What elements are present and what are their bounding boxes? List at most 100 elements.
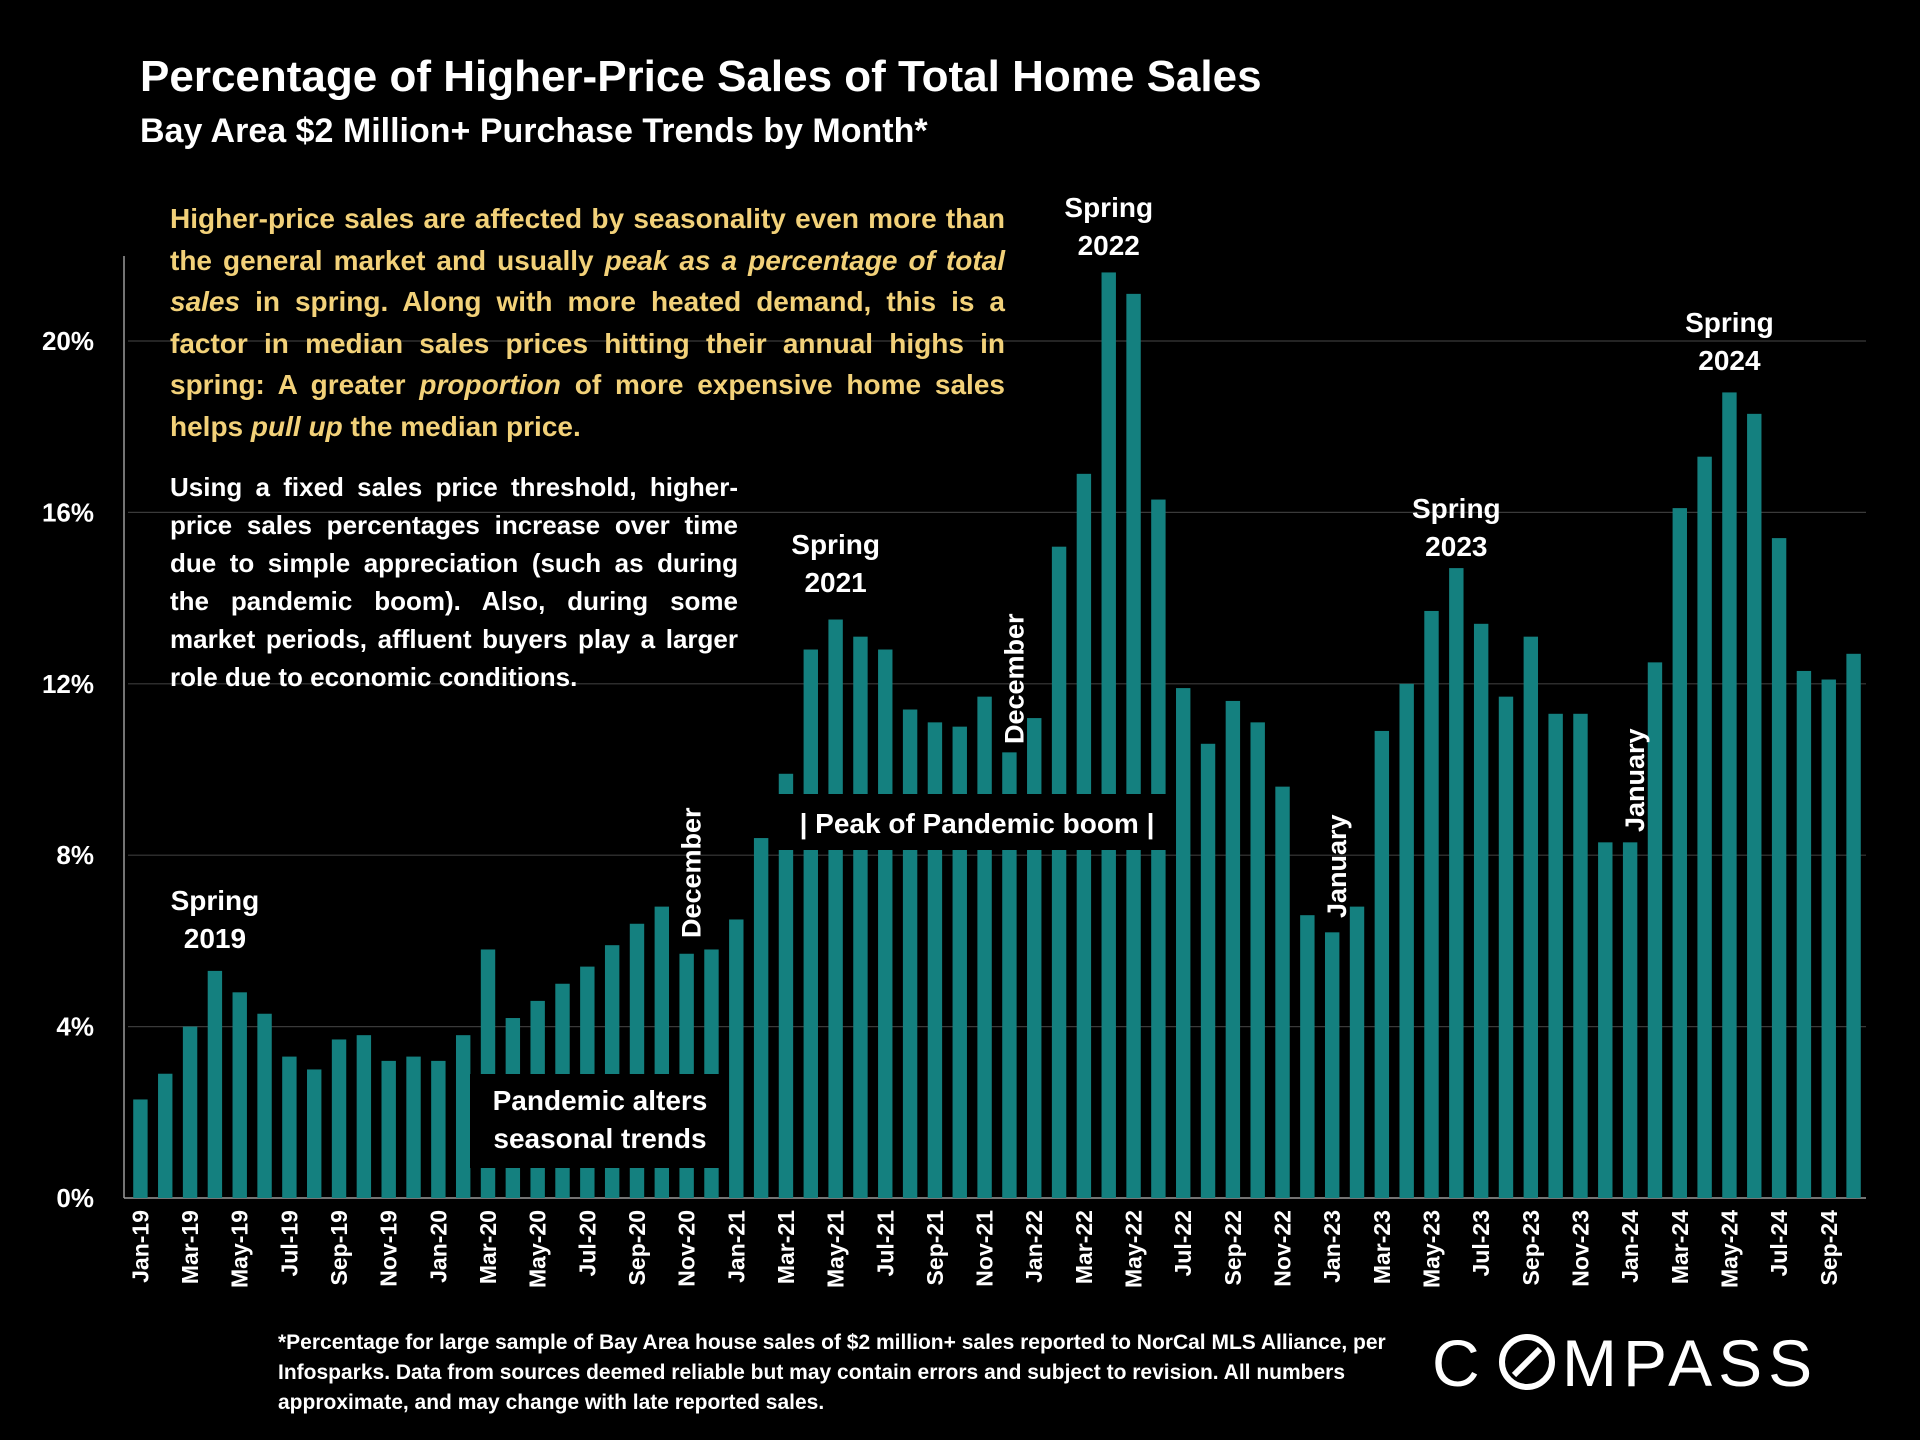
bar [1722, 392, 1737, 1198]
x-tick-label: Sep-21 [922, 1210, 948, 1286]
annotation-january-2023: January [1322, 814, 1352, 918]
bar [282, 1056, 297, 1198]
note-emphasis: peak as a percentage of total sales [170, 244, 1006, 318]
x-tick-label: Jul-19 [276, 1210, 302, 1276]
svg-text:MPASS: MPASS [1562, 1326, 1818, 1400]
bar [356, 1035, 372, 1198]
bar [803, 649, 818, 1198]
seasonality-note: Higher-price sales are affected by seaso… [170, 198, 1005, 448]
bar [431, 1060, 446, 1198]
chart-subtitle: Bay Area $2 Million+ Purchase Trends by … [140, 112, 928, 150]
bar [331, 1039, 347, 1198]
note-text: the median price. [342, 410, 581, 442]
x-tick-label: Jul-23 [1468, 1210, 1494, 1276]
x-tick-label: Mar-22 [1071, 1210, 1097, 1284]
compass-logo: C MPASS [1432, 1326, 1818, 1400]
bar [1523, 636, 1539, 1198]
bar [207, 970, 223, 1198]
x-tick-label: May-22 [1121, 1210, 1147, 1288]
x-tick-label: May-24 [1716, 1210, 1742, 1288]
bar [1250, 722, 1265, 1198]
note-emphasis: proportion [419, 369, 561, 401]
bar [307, 1069, 322, 1198]
x-tick-label: Jan-19 [127, 1210, 153, 1283]
bar [1821, 679, 1836, 1198]
bar [1349, 906, 1365, 1198]
bar [1324, 932, 1340, 1198]
annotation-spring-2024-line: 2024 [1698, 345, 1761, 376]
bars [133, 272, 1861, 1199]
x-tick-label: Jul-21 [872, 1210, 898, 1277]
y-tick-label: 4% [56, 1012, 94, 1042]
bar [1598, 842, 1613, 1198]
svg-text:C: C [1432, 1326, 1486, 1400]
x-tick-label: May-23 [1419, 1210, 1445, 1288]
annotation-december-2021: December [999, 613, 1029, 744]
annotation-spring-2022-line: Spring [1064, 192, 1153, 223]
bar [1846, 653, 1861, 1198]
bar [1176, 688, 1191, 1198]
x-tick-label: Mar-19 [177, 1210, 203, 1284]
bar [878, 649, 893, 1198]
x-tick-label: Jul-24 [1766, 1210, 1792, 1277]
annotation-spring-2021-line: Spring [791, 529, 880, 560]
x-tick-label: Sep-22 [1220, 1210, 1246, 1285]
annotation-january-2024: January [1620, 728, 1650, 832]
bar [1548, 713, 1563, 1198]
x-tick-label: Jan-24 [1617, 1210, 1643, 1283]
bar [927, 722, 943, 1198]
annotation-spring-2023-line: Spring [1412, 493, 1501, 524]
callout-peak-box [778, 794, 1176, 850]
callout-peak-text: | Peak of Pandemic boom | [800, 808, 1155, 839]
x-tick-label: May-20 [525, 1210, 551, 1288]
callout-pandemic-line: seasonal trends [493, 1123, 706, 1154]
bar [1424, 610, 1439, 1198]
x-tick-label: Jan-23 [1319, 1210, 1345, 1283]
bar [753, 838, 769, 1198]
y-tick-label: 8% [56, 840, 94, 870]
annotation-december-2020: December [677, 807, 707, 938]
bar [902, 709, 918, 1198]
bar [1771, 538, 1787, 1198]
y-tick-label: 16% [42, 497, 94, 527]
bar [1573, 713, 1588, 1198]
labels: Spring 2019 Spring 2021 Spring 2022 Spring 2023… [171, 192, 1774, 1168]
note-text: in spring. Along with more heated demand… [170, 286, 1005, 401]
x-tick-label: Mar-21 [773, 1210, 799, 1284]
bar [182, 1026, 198, 1198]
x-tick-label: Jan-20 [425, 1210, 451, 1283]
y-tick-label: 20% [42, 326, 94, 356]
bar [1101, 272, 1116, 1198]
bar [1622, 842, 1638, 1198]
x-tick-label: Mar-20 [475, 1210, 501, 1284]
y-tick-label: 0% [56, 1183, 94, 1213]
x-tick-label: Sep-20 [624, 1210, 650, 1285]
x-tick-label: May-21 [823, 1210, 849, 1288]
callout-pandemic-box [470, 1074, 728, 1168]
x-tick-label: Jul-22 [1170, 1210, 1196, 1276]
x-tick-label: Sep-23 [1518, 1210, 1544, 1285]
x-tick-label: Nov-19 [376, 1210, 402, 1287]
bar [1374, 730, 1390, 1198]
bar [1027, 718, 1042, 1198]
bar [1449, 568, 1464, 1198]
bar [406, 1056, 421, 1198]
threshold-note: Using a fixed sales price threshold, hig… [170, 472, 738, 692]
bar [257, 1013, 272, 1198]
annotation-spring-2023-line: 2023 [1425, 531, 1487, 562]
note-emphasis: pull up [250, 410, 343, 442]
annotation-spring-2019-line: 2019 [184, 923, 246, 954]
bar [1275, 786, 1290, 1198]
bar [1498, 696, 1514, 1198]
footnote: *Percentage for large sample of Bay Area… [278, 1331, 1386, 1414]
x-tick-label: Nov-23 [1567, 1210, 1593, 1287]
annotation-spring-2024-line: Spring [1685, 307, 1774, 338]
x-tick-label: Mar-24 [1667, 1210, 1693, 1284]
x-tick-label: Jan-22 [1021, 1210, 1047, 1283]
bar [977, 696, 992, 1198]
bar [381, 1060, 396, 1198]
bar [1200, 743, 1216, 1198]
annotation-spring-2021-line: 2021 [804, 567, 866, 598]
x-tick-label: Nov-21 [972, 1210, 998, 1287]
